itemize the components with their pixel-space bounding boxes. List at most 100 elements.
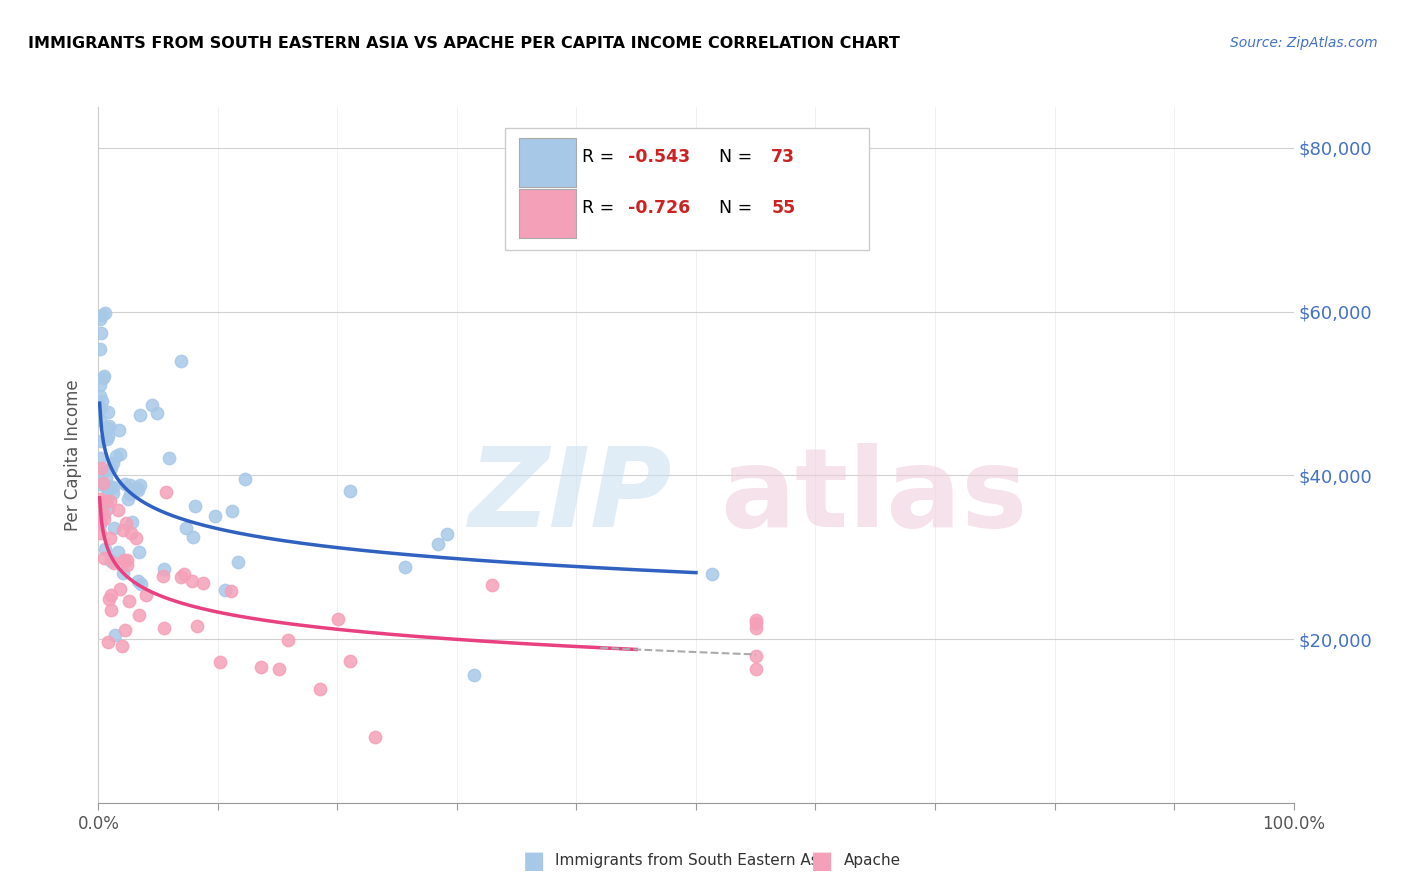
- Point: [115, 558, 138, 572]
- Point: [114, 477, 136, 491]
- Point: [115, 553, 138, 567]
- Point: [90, 401, 112, 415]
- Point: [90, 467, 112, 481]
- Point: [129, 409, 152, 423]
- Point: [97, 429, 120, 443]
- Point: [96, 432, 118, 446]
- Point: [120, 486, 142, 500]
- Text: ■: ■: [523, 849, 546, 872]
- Point: [111, 640, 134, 654]
- Point: [141, 399, 163, 413]
- Point: [174, 521, 197, 535]
- FancyBboxPatch shape: [519, 138, 576, 186]
- Text: 55: 55: [772, 199, 796, 218]
- Point: [481, 578, 503, 592]
- Point: [128, 608, 150, 623]
- Point: [152, 569, 174, 583]
- Text: R =: R =: [582, 147, 620, 166]
- Point: [100, 603, 122, 617]
- Point: [394, 559, 416, 574]
- Point: [94, 471, 117, 485]
- Point: [125, 531, 148, 545]
- Point: [115, 516, 138, 530]
- Point: [702, 567, 724, 582]
- Point: [186, 619, 208, 633]
- Point: [90, 326, 112, 340]
- Point: [94, 494, 117, 508]
- Point: [328, 612, 350, 626]
- Point: [129, 477, 152, 491]
- Point: [89, 451, 111, 466]
- Point: [89, 342, 111, 356]
- Point: [214, 582, 236, 597]
- Point: [745, 613, 768, 627]
- Point: [89, 378, 111, 392]
- Point: [118, 478, 141, 492]
- Point: [153, 622, 176, 636]
- Point: [100, 531, 122, 545]
- Point: [94, 306, 117, 320]
- Text: Source: ZipAtlas.com: Source: ZipAtlas.com: [1230, 36, 1378, 50]
- Point: [219, 583, 242, 598]
- Point: [191, 575, 214, 590]
- FancyBboxPatch shape: [519, 189, 576, 238]
- Point: [221, 504, 243, 518]
- Point: [97, 483, 120, 498]
- Text: ■: ■: [811, 849, 834, 872]
- Point: [233, 472, 256, 486]
- Point: [339, 654, 361, 668]
- Text: N =: N =: [709, 199, 758, 218]
- Point: [91, 394, 114, 409]
- Point: [103, 521, 125, 535]
- Point: [131, 577, 153, 591]
- Point: [103, 556, 125, 570]
- Point: [105, 449, 128, 463]
- Point: [89, 517, 111, 532]
- Point: [97, 501, 120, 516]
- Point: [104, 628, 127, 642]
- Point: [127, 574, 149, 588]
- Point: [89, 413, 111, 427]
- Point: [112, 524, 135, 538]
- Point: [153, 562, 176, 576]
- Point: [463, 667, 485, 681]
- Point: [97, 634, 120, 648]
- Point: [114, 623, 136, 637]
- Text: N =: N =: [709, 147, 758, 166]
- Point: [93, 368, 115, 383]
- Text: 73: 73: [772, 147, 796, 166]
- Point: [89, 312, 111, 326]
- Point: [108, 423, 131, 437]
- Point: [155, 484, 177, 499]
- Point: [364, 731, 387, 745]
- Point: [309, 681, 332, 696]
- Point: [745, 621, 768, 635]
- Point: [108, 582, 131, 596]
- Point: [93, 550, 115, 565]
- Point: [745, 649, 768, 664]
- Point: [90, 461, 112, 475]
- Point: [89, 515, 111, 529]
- Point: [91, 476, 114, 491]
- Point: [100, 588, 122, 602]
- Point: [97, 592, 120, 607]
- Point: [93, 512, 115, 526]
- Point: [97, 405, 120, 419]
- Point: [181, 530, 204, 544]
- Point: [127, 483, 149, 498]
- Point: [745, 662, 768, 676]
- Text: ZIP: ZIP: [468, 443, 672, 550]
- FancyBboxPatch shape: [505, 128, 869, 250]
- Point: [94, 494, 117, 508]
- Point: [112, 566, 135, 581]
- Point: [101, 480, 124, 494]
- Point: [120, 525, 142, 540]
- Y-axis label: Per Capita Income: Per Capita Income: [65, 379, 83, 531]
- Point: [426, 537, 449, 551]
- Point: [339, 484, 361, 499]
- Point: [96, 480, 118, 494]
- Point: [107, 503, 129, 517]
- Point: [100, 480, 122, 494]
- Text: IMMIGRANTS FROM SOUTH EASTERN ASIA VS APACHE PER CAPITA INCOME CORRELATION CHART: IMMIGRANTS FROM SOUTH EASTERN ASIA VS AP…: [28, 36, 900, 51]
- Point: [181, 574, 204, 588]
